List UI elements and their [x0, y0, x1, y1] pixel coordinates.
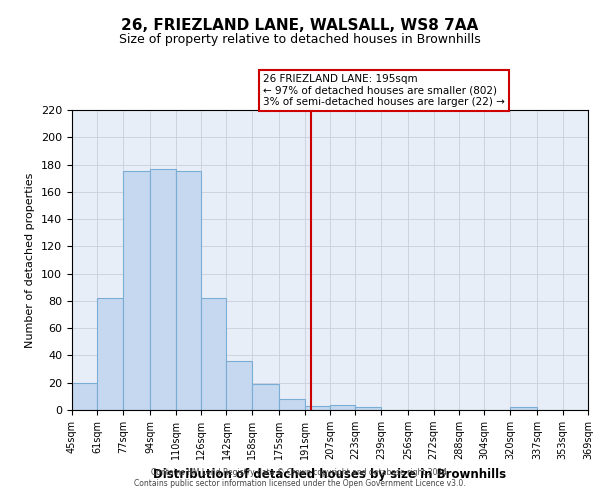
Bar: [355, 408, 381, 410]
Bar: [97, 298, 123, 410]
Bar: [150, 168, 176, 410]
Bar: [72, 382, 97, 410]
Text: Size of property relative to detached houses in Brownhills: Size of property relative to detached ho…: [119, 32, 481, 46]
Bar: [510, 408, 537, 410]
X-axis label: Distribution of detached houses by size in Brownhills: Distribution of detached houses by size …: [154, 468, 506, 480]
Y-axis label: Number of detached properties: Number of detached properties: [25, 172, 35, 348]
Bar: [176, 172, 201, 410]
Bar: [226, 361, 252, 410]
Text: Contains HM Land Registry data © Crown copyright and database right 2024.
Contai: Contains HM Land Registry data © Crown c…: [134, 468, 466, 487]
Bar: [123, 172, 150, 410]
Bar: [279, 399, 305, 410]
Bar: [330, 404, 355, 410]
Text: 26, FRIEZLAND LANE, WALSALL, WS8 7AA: 26, FRIEZLAND LANE, WALSALL, WS8 7AA: [121, 18, 479, 32]
Bar: [252, 384, 279, 410]
Bar: [305, 406, 330, 410]
Text: 26 FRIEZLAND LANE: 195sqm
← 97% of detached houses are smaller (802)
3% of semi-: 26 FRIEZLAND LANE: 195sqm ← 97% of detac…: [263, 74, 505, 107]
Bar: [201, 298, 226, 410]
